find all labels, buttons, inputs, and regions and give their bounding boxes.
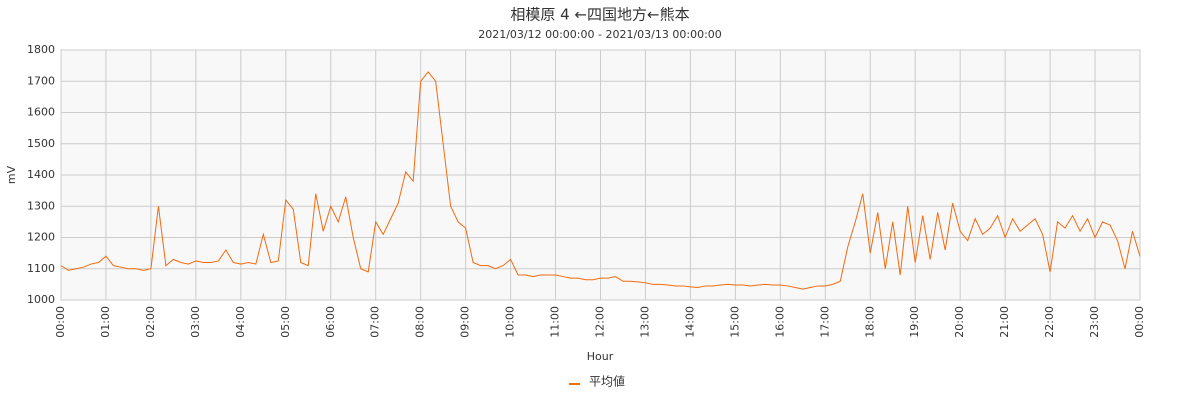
y-tick-label: 1300 bbox=[27, 199, 55, 212]
x-tick-label: 06:00 bbox=[324, 306, 337, 338]
x-tick-label: 17:00 bbox=[818, 306, 831, 338]
x-tick-label: 19:00 bbox=[908, 306, 921, 338]
x-tick-label: 05:00 bbox=[279, 306, 292, 338]
x-tick-label: 10:00 bbox=[504, 306, 517, 338]
y-tick-label: 1700 bbox=[27, 74, 55, 87]
x-tick-label: 08:00 bbox=[414, 306, 427, 338]
x-tick-label: 00:00 bbox=[1133, 306, 1146, 338]
x-tick-label: 09:00 bbox=[459, 306, 472, 338]
data-line bbox=[60, 71, 1141, 290]
x-tick-label: 14:00 bbox=[683, 306, 696, 338]
chart-title: 相模原 4 ←四国地方←熊本 bbox=[510, 6, 689, 24]
x-tick-label: 15:00 bbox=[728, 306, 741, 338]
y-tick-label: 1600 bbox=[27, 106, 55, 119]
y-tick-label: 1100 bbox=[27, 262, 55, 275]
x-tick-label: 02:00 bbox=[144, 306, 157, 338]
chart-subtitle: 2021/03/12 00:00:00 - 2021/03/13 00:00:0… bbox=[478, 28, 722, 41]
x-tick-label: 01:00 bbox=[99, 306, 112, 338]
x-tick-label: 11:00 bbox=[549, 306, 562, 338]
y-axis-label: mV bbox=[5, 165, 18, 184]
x-tick-label: 04:00 bbox=[234, 306, 247, 338]
x-tick-label: 22:00 bbox=[1043, 306, 1056, 338]
x-tick-label: 13:00 bbox=[638, 306, 651, 338]
x-tick-label: 03:00 bbox=[189, 306, 202, 338]
y-tick-label: 1800 bbox=[27, 43, 55, 56]
x-tick-label: 23:00 bbox=[1088, 306, 1101, 338]
y-tick-label: 1500 bbox=[27, 137, 55, 150]
legend-label: 平均値 bbox=[589, 374, 625, 389]
x-axis-label: Hour bbox=[587, 350, 614, 363]
x-tick-label: 07:00 bbox=[369, 306, 382, 338]
x-tick-label: 00:00 bbox=[54, 306, 67, 338]
x-tick-label: 16:00 bbox=[773, 306, 786, 338]
x-tick-label: 20:00 bbox=[953, 306, 966, 338]
y-tick-label: 1200 bbox=[27, 231, 55, 244]
y-tick-label: 1000 bbox=[27, 293, 55, 306]
x-tick-label: 21:00 bbox=[998, 306, 1011, 338]
x-tick-label: 12:00 bbox=[594, 306, 607, 338]
y-tick-label: 1400 bbox=[27, 168, 55, 181]
x-tick-label: 18:00 bbox=[863, 306, 876, 338]
